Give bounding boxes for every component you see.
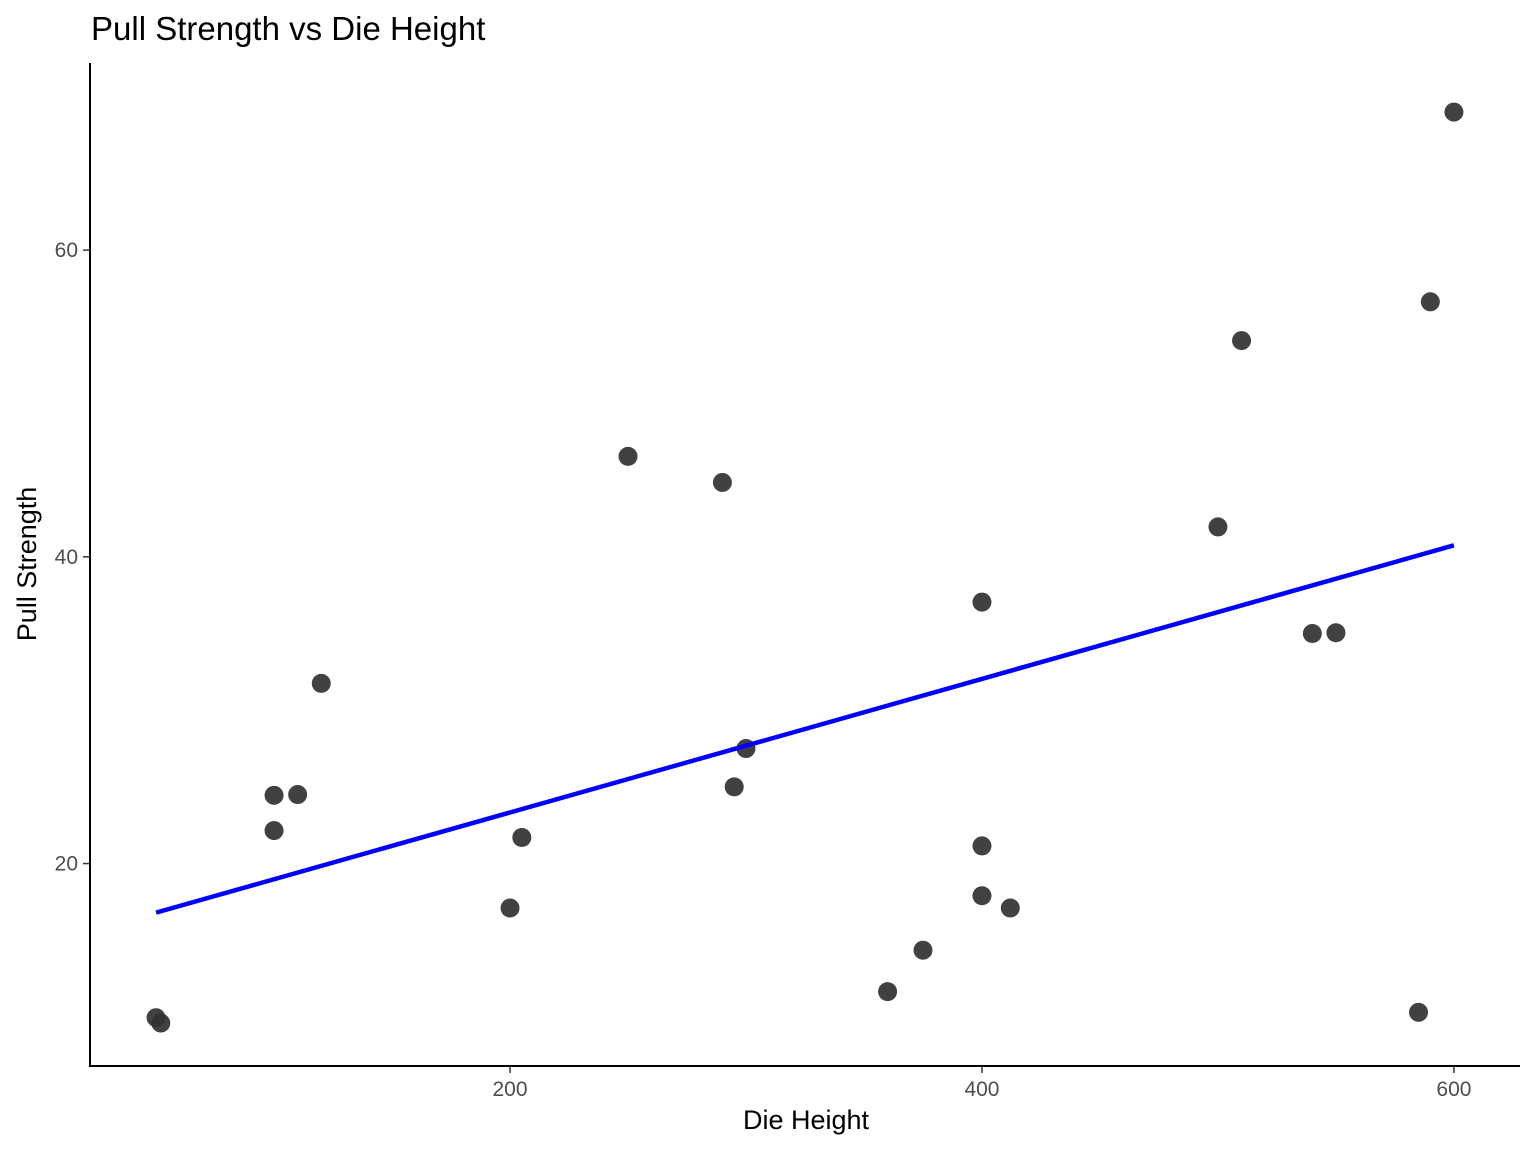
x-tick-label: 600 xyxy=(1436,1078,1471,1101)
data-point xyxy=(972,592,992,612)
y-tick-label: 40 xyxy=(55,546,78,569)
data-points xyxy=(146,102,1464,1033)
data-point xyxy=(264,821,284,841)
data-point xyxy=(972,836,992,856)
x-axis-label: Die Height xyxy=(743,1105,870,1135)
data-point xyxy=(1444,102,1464,122)
chart-title: Pull Strength vs Die Height xyxy=(91,10,485,47)
data-point xyxy=(1409,1002,1429,1022)
data-point xyxy=(913,940,933,960)
regression-line xyxy=(155,543,1455,915)
data-point xyxy=(1302,624,1322,644)
data-point xyxy=(618,446,638,466)
data-point xyxy=(500,898,520,918)
data-point xyxy=(264,785,284,805)
data-point xyxy=(512,827,532,847)
data-point xyxy=(1232,331,1252,351)
x-tick-label: 400 xyxy=(964,1078,999,1101)
data-point xyxy=(1326,623,1346,643)
x-tick-label: 200 xyxy=(493,1078,528,1101)
data-point xyxy=(724,777,744,797)
y-tick-label: 60 xyxy=(55,239,78,262)
plot-area: 200 400 600 20 40 60 xyxy=(55,63,1520,1101)
data-point xyxy=(1420,292,1440,312)
y-axis-ticks: 20 40 60 xyxy=(55,239,90,876)
data-point xyxy=(151,1013,171,1033)
y-axis-label: Pull Strength xyxy=(12,487,42,642)
data-point xyxy=(311,673,331,693)
data-point xyxy=(878,982,898,1002)
x-axis-ticks: 200 400 600 xyxy=(493,1066,1471,1101)
data-point xyxy=(1208,517,1228,537)
data-point xyxy=(712,472,732,492)
fit-line-group xyxy=(155,543,1455,915)
data-point xyxy=(288,785,308,805)
y-tick-label: 20 xyxy=(55,853,78,876)
data-point xyxy=(1000,898,1020,918)
data-point xyxy=(972,886,992,906)
